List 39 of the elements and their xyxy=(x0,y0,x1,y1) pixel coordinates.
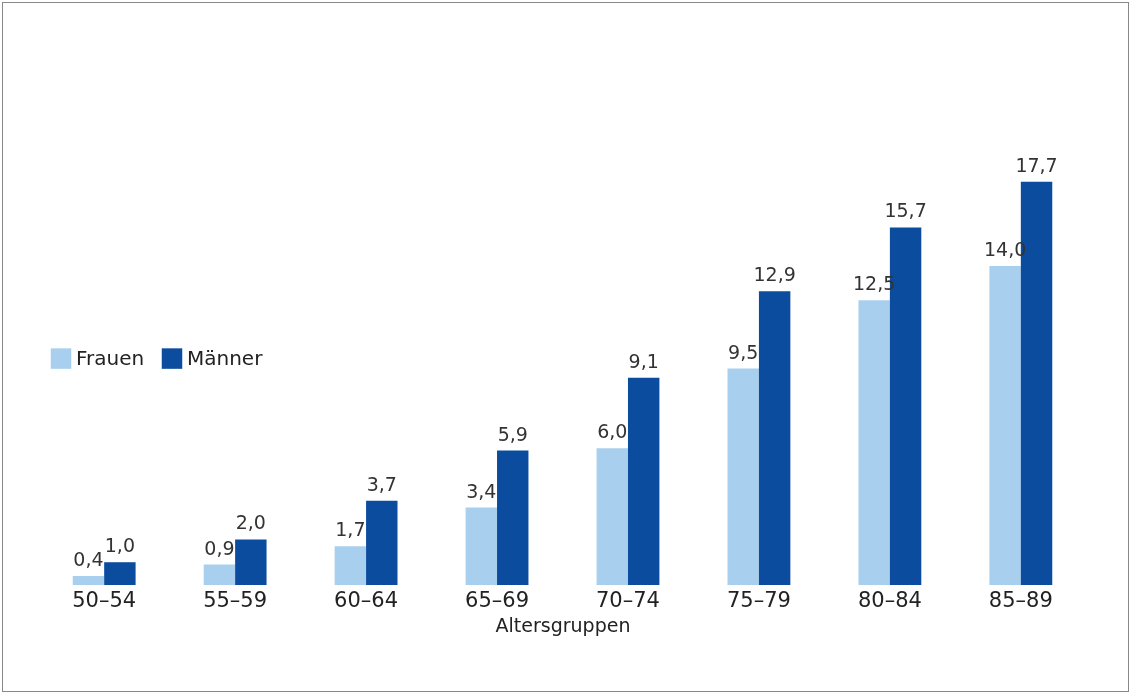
data-label: 3,4 xyxy=(466,479,497,502)
data-label: 9,1 xyxy=(628,349,659,372)
bar xyxy=(334,546,367,585)
data-label: 5,9 xyxy=(497,422,528,445)
x-tick-label: 80–84 xyxy=(857,587,922,612)
data-label: 2,0 xyxy=(235,511,266,534)
data-label: 1,7 xyxy=(335,518,366,541)
data-label: 0,9 xyxy=(204,536,235,559)
legend-label: Frauen xyxy=(76,345,145,370)
x-tick-label: 65–69 xyxy=(465,587,529,612)
bar xyxy=(104,562,136,585)
data-label: 3,7 xyxy=(366,472,397,495)
x-tick-label: 75–79 xyxy=(726,587,791,612)
bar xyxy=(858,300,890,585)
bar xyxy=(627,377,660,585)
bar xyxy=(465,507,498,585)
bar xyxy=(758,291,791,585)
x-axis-title: Altersgruppen xyxy=(495,613,631,636)
bar xyxy=(596,448,628,585)
x-tick-label: 85–89 xyxy=(988,587,1053,612)
bar xyxy=(203,564,236,585)
data-label: 15,7 xyxy=(884,199,927,222)
legend-label: Männer xyxy=(187,345,264,370)
data-label: 1,0 xyxy=(104,534,135,557)
data-label: 17,7 xyxy=(1015,153,1058,176)
bar xyxy=(235,539,267,585)
bar xyxy=(989,266,1021,585)
x-tick-label: 55–59 xyxy=(203,587,268,612)
bar xyxy=(366,500,398,585)
data-label: 0,4 xyxy=(73,547,104,570)
data-label: 6,0 xyxy=(597,420,628,443)
x-tick-label: 50–54 xyxy=(72,587,137,612)
bar xyxy=(497,450,529,585)
bar xyxy=(727,368,759,585)
data-label: 12,9 xyxy=(753,263,796,286)
x-tick-label: 70–74 xyxy=(596,587,660,612)
data-label: 9,5 xyxy=(728,340,759,363)
x-tick-label: 60–64 xyxy=(334,587,399,612)
bar xyxy=(72,575,105,585)
